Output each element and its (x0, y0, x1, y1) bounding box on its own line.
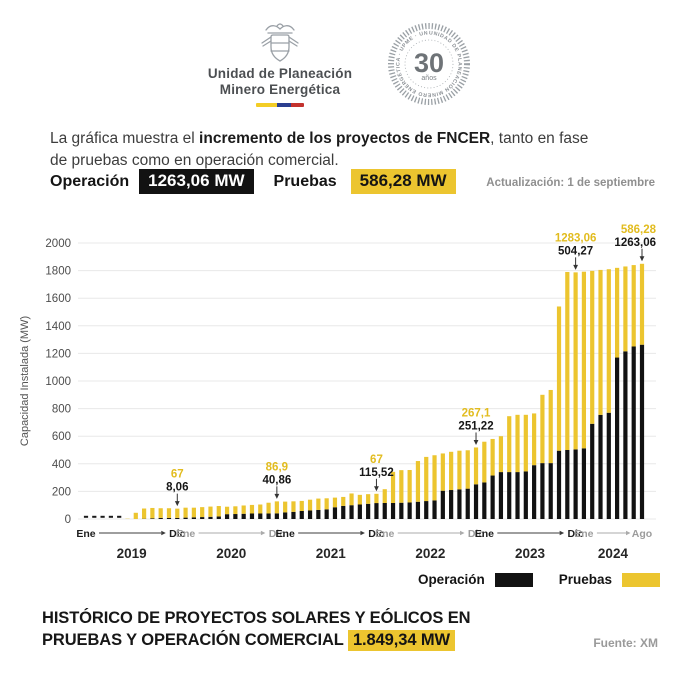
svg-text:Ene: Ene (76, 528, 95, 540)
svg-text:251,22: 251,22 (458, 420, 493, 432)
svg-text:600: 600 (52, 431, 71, 443)
legend-item-operacion: Operación (418, 572, 533, 587)
chart-area: 0 200 400 600 800 1000 1200 1400 1600 1800 2000 Cap… (14, 205, 674, 563)
seal-30: 30 (414, 48, 444, 78)
y-axis-title: Capacidad Instalada (MW) (19, 316, 31, 446)
coat-of-arms-icon (261, 23, 299, 62)
seal-anos: años (422, 75, 438, 82)
svg-text:Ene: Ene (276, 528, 295, 540)
svg-text:800: 800 (52, 404, 71, 416)
svg-text:Dic: Dic (368, 528, 385, 540)
svg-text:1600: 1600 (45, 293, 71, 305)
svg-text:2020: 2020 (216, 546, 246, 561)
svg-text:1000: 1000 (45, 376, 71, 388)
svg-text:2024: 2024 (598, 546, 629, 561)
footer-title: HISTÓRICO DE PROYECTOS SOLARES Y EÓLICOS… (42, 607, 602, 651)
operacion-value-badge: 1263,06 MW (139, 169, 254, 194)
svg-text:67: 67 (171, 469, 184, 481)
update-note: Actualización: 1 de septiembre (486, 177, 655, 189)
svg-text:40,86: 40,86 (262, 474, 291, 486)
svg-text:2000: 2000 (45, 238, 71, 250)
legend-pruebas-swatch (622, 572, 660, 587)
svg-text:8,06: 8,06 (166, 482, 188, 494)
source-note: Fuente: XM (593, 636, 658, 650)
svg-text:1283,06: 1283,06 (555, 232, 597, 244)
30-years-seal-icon: UNIDAD DE PLANEACIÓN MINERO ENERGÉTICA ·… (386, 21, 471, 105)
legend-operacion-label: Operación (417, 572, 485, 587)
header: Unidad de Planeación Minero Energética U… (0, 20, 680, 107)
svg-text:0: 0 (65, 514, 71, 526)
svg-text:504,27: 504,27 (558, 245, 593, 257)
bars (83, 263, 645, 519)
svg-text:1800: 1800 (45, 266, 71, 278)
svg-text:67: 67 (370, 454, 383, 466)
legend-operacion-swatch (494, 572, 533, 587)
intro-bold: incremento de los proyectos de FNCER (199, 129, 491, 147)
svg-text:Dic: Dic (567, 528, 584, 540)
svg-text:115,52: 115,52 (359, 467, 394, 479)
legend-pruebas-label: Pruebas (558, 572, 612, 587)
org-name-line1: Unidad de Planeación (207, 66, 353, 81)
svg-text:Ene: Ene (475, 528, 494, 540)
svg-text:586,28: 586,28 (621, 224, 657, 236)
capacity-chart: 0 200 400 600 800 1000 1200 1400 1600 1800 2000 Cap… (19, 224, 657, 561)
svg-text:1263,06: 1263,06 (614, 237, 656, 249)
stats-row: Operación 1263,06 MW Pruebas 586,28 MW (50, 169, 456, 194)
legend-item-pruebas: Pruebas (559, 572, 660, 587)
svg-text:2023: 2023 (515, 546, 546, 561)
svg-text:Ene: Ene (375, 528, 394, 540)
svg-text:Ene: Ene (574, 528, 593, 540)
svg-text:400: 400 (52, 459, 71, 471)
svg-text:2019: 2019 (117, 546, 147, 561)
pruebas-value-badge: 586,28 MW (350, 169, 456, 194)
intro-text: La gráfica muestra el incremento de los … (50, 129, 589, 170)
svg-text:267,1: 267,1 (462, 407, 491, 419)
svg-text:Dic: Dic (169, 528, 186, 540)
svg-text:2022: 2022 (415, 546, 445, 561)
colombia-flag-bar (256, 103, 304, 107)
svg-text:200: 200 (52, 486, 71, 498)
svg-text:Dic: Dic (269, 528, 286, 540)
upme-logo: Unidad de Planeación Minero Energética (208, 20, 352, 107)
footer-total-highlight: 1.849,34 MW (347, 630, 455, 651)
svg-text:Ene: Ene (176, 528, 195, 540)
svg-text:Ago: Ago (632, 528, 652, 540)
svg-text:Dic: Dic (468, 528, 485, 540)
annotations: 678,0686,940,8667115,52267,1251,221283,0… (166, 224, 657, 507)
footer-title-line2: PRUEBAS Y OPERACIÓN COMERCIAL (42, 631, 344, 649)
pruebas-label: Pruebas (273, 172, 337, 190)
svg-text:86,9: 86,9 (266, 461, 288, 473)
chart-legend: Operación Pruebas (418, 572, 660, 587)
svg-text:1400: 1400 (45, 321, 71, 333)
operacion-label: Operación (50, 172, 130, 190)
footer-title-line1: HISTÓRICO DE PROYECTOS SOLARES Y EÓLICOS… (42, 609, 471, 627)
svg-text:1200: 1200 (45, 348, 71, 360)
svg-text:2021: 2021 (316, 546, 347, 561)
org-name-line2: Minero Energética (219, 81, 341, 97)
gridlines: 0 200 400 600 800 1000 1200 1400 1600 1800 2000 (45, 238, 656, 526)
